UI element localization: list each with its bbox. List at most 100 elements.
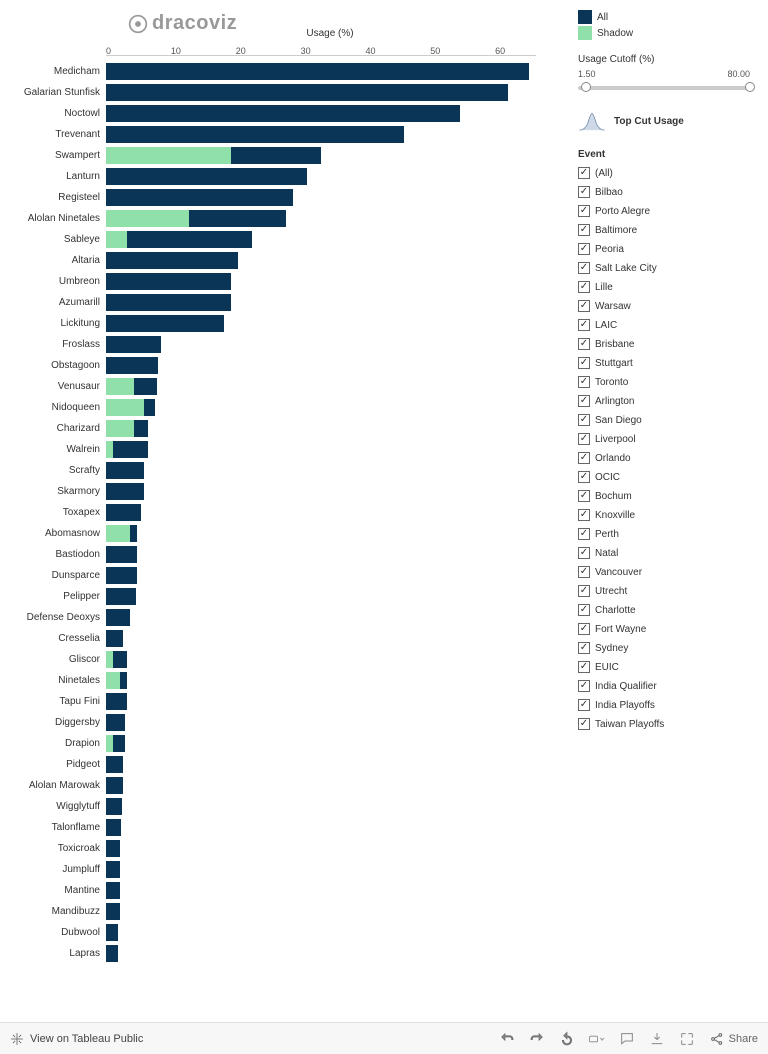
event-checkbox-item[interactable]: ✓Toronto: [578, 373, 750, 391]
share-button[interactable]: Share: [709, 1031, 758, 1047]
event-checkbox-item[interactable]: ✓Bochum: [578, 487, 750, 505]
event-checkbox-item[interactable]: ✓(All): [578, 164, 750, 182]
event-checkbox-item[interactable]: ✓LAIC: [578, 316, 750, 334]
bar-row[interactable]: Bastiodon: [0, 544, 560, 565]
bar-row[interactable]: Talonflame: [0, 817, 560, 838]
event-checkbox-item[interactable]: ✓Perth: [578, 525, 750, 543]
bar-row[interactable]: Alolan Ninetales: [0, 208, 560, 229]
bar-row[interactable]: Diggersby: [0, 712, 560, 733]
bar-row[interactable]: Pidgeot: [0, 754, 560, 775]
redo-icon[interactable]: [529, 1031, 545, 1047]
bar-row[interactable]: Alolan Marowak: [0, 775, 560, 796]
bar-row[interactable]: Dubwool: [0, 922, 560, 943]
event-checkbox-item[interactable]: ✓Stuttgart: [578, 354, 750, 372]
bar-row[interactable]: Ninetales: [0, 670, 560, 691]
bar-label: Lapras: [0, 948, 106, 959]
bar-row[interactable]: Abomasnow: [0, 523, 560, 544]
tableau-footer: View on Tableau Public: [0, 1022, 768, 1054]
bar-row[interactable]: Skarmory: [0, 481, 560, 502]
bar-row[interactable]: Tapu Fini: [0, 691, 560, 712]
bar-row[interactable]: Charizard: [0, 418, 560, 439]
side-panel: AllShadow Usage Cutoff (%) 1.50 80.00 To…: [560, 0, 750, 990]
bar-label: Alolan Marowak: [0, 780, 106, 791]
bar-row[interactable]: Obstagoon: [0, 355, 560, 376]
event-checkbox-item[interactable]: ✓Orlando: [578, 449, 750, 467]
slider-thumb-left[interactable]: [581, 82, 591, 92]
comment-icon[interactable]: [619, 1031, 635, 1047]
bar-row[interactable]: Altaria: [0, 250, 560, 271]
bar-row[interactable]: Lanturn: [0, 166, 560, 187]
event-checkbox-item[interactable]: ✓Taiwan Playoffs: [578, 715, 750, 733]
bar-row[interactable]: Lapras: [0, 943, 560, 964]
cutoff-slider[interactable]: [578, 81, 750, 95]
download-icon[interactable]: [649, 1031, 665, 1047]
bar-row[interactable]: Jumpluff: [0, 859, 560, 880]
event-checkbox-item[interactable]: ✓San Diego: [578, 411, 750, 429]
bar-row[interactable]: Mandibuzz: [0, 901, 560, 922]
legend-item[interactable]: Shadow: [578, 26, 750, 40]
event-checkbox-item[interactable]: ✓Vancouver: [578, 563, 750, 581]
checkbox-icon: ✓: [578, 186, 590, 198]
bar-row[interactable]: Froslass: [0, 334, 560, 355]
event-checkbox-item[interactable]: ✓India Playoffs: [578, 696, 750, 714]
event-checkbox-item[interactable]: ✓Knoxville: [578, 506, 750, 524]
undo-icon[interactable]: [499, 1031, 515, 1047]
event-checkbox-item[interactable]: ✓Arlington: [578, 392, 750, 410]
bar-row[interactable]: Galarian Stunfisk: [0, 82, 560, 103]
bar-row[interactable]: Registeel: [0, 187, 560, 208]
event-checkbox-item[interactable]: ✓Utrecht: [578, 582, 750, 600]
event-checkbox-item[interactable]: ✓Liverpool: [578, 430, 750, 448]
bar-segment-all: [106, 105, 460, 122]
bar-row[interactable]: Lickitung: [0, 313, 560, 334]
event-checkbox-item[interactable]: ✓Peoria: [578, 240, 750, 258]
bar-row[interactable]: Umbreon: [0, 271, 560, 292]
bar-row[interactable]: Walrein: [0, 439, 560, 460]
bar-row[interactable]: Wigglytuff: [0, 796, 560, 817]
event-checkbox-item[interactable]: ✓Natal: [578, 544, 750, 562]
event-checkbox-item[interactable]: ✓Bilbao: [578, 183, 750, 201]
bar-row[interactable]: Sableye: [0, 229, 560, 250]
bar-row[interactable]: Toxicroak: [0, 838, 560, 859]
legend-item[interactable]: All: [578, 10, 750, 24]
event-checkbox-item[interactable]: ✓Salt Lake City: [578, 259, 750, 277]
event-checkbox-item[interactable]: ✓India Qualifier: [578, 677, 750, 695]
bar-row[interactable]: Mantine: [0, 880, 560, 901]
bar-row[interactable]: Swampert: [0, 145, 560, 166]
bar-row[interactable]: Defense Deoxys: [0, 607, 560, 628]
checkbox-icon: ✓: [578, 566, 590, 578]
bar-row[interactable]: Nidoqueen: [0, 397, 560, 418]
bar-track: [106, 882, 536, 899]
checkbox-icon: ✓: [578, 699, 590, 711]
bar-row[interactable]: Dunsparce: [0, 565, 560, 586]
bar-track: [106, 609, 536, 626]
bar-row[interactable]: Medicham: [0, 61, 560, 82]
event-checkbox-item[interactable]: ✓Warsaw: [578, 297, 750, 315]
event-checkbox-item[interactable]: ✓Brisbane: [578, 335, 750, 353]
event-checkbox-item[interactable]: ✓Fort Wayne: [578, 620, 750, 638]
event-checkbox-item[interactable]: ✓Baltimore: [578, 221, 750, 239]
event-checkbox-item[interactable]: ✓Charlotte: [578, 601, 750, 619]
bar-row[interactable]: Venusaur: [0, 376, 560, 397]
bar-row[interactable]: Noctowl: [0, 103, 560, 124]
event-checkbox-item[interactable]: ✓OCIC: [578, 468, 750, 486]
slider-thumb-right[interactable]: [745, 82, 755, 92]
bar-row[interactable]: Azumarill: [0, 292, 560, 313]
bar-row[interactable]: Cresselia: [0, 628, 560, 649]
bar-row[interactable]: Scrafty: [0, 460, 560, 481]
bar-segment-all: [127, 231, 252, 248]
view-on-tableau-link[interactable]: View on Tableau Public: [10, 1032, 143, 1046]
event-checkbox-item[interactable]: ✓Sydney: [578, 639, 750, 657]
bar-row[interactable]: Pelipper: [0, 586, 560, 607]
bar-row[interactable]: Drapion: [0, 733, 560, 754]
refresh-dropdown-icon[interactable]: [589, 1031, 605, 1047]
event-label: Lille: [595, 282, 613, 293]
bar-row[interactable]: Trevenant: [0, 124, 560, 145]
bar-row[interactable]: Gliscor: [0, 649, 560, 670]
revert-icon[interactable]: [559, 1031, 575, 1047]
event-checkbox-item[interactable]: ✓EUIC: [578, 658, 750, 676]
top-cut-usage-button[interactable]: Top Cut Usage: [578, 109, 750, 133]
bar-row[interactable]: Toxapex: [0, 502, 560, 523]
fullscreen-icon[interactable]: [679, 1031, 695, 1047]
event-checkbox-item[interactable]: ✓Porto Alegre: [578, 202, 750, 220]
event-checkbox-item[interactable]: ✓Lille: [578, 278, 750, 296]
